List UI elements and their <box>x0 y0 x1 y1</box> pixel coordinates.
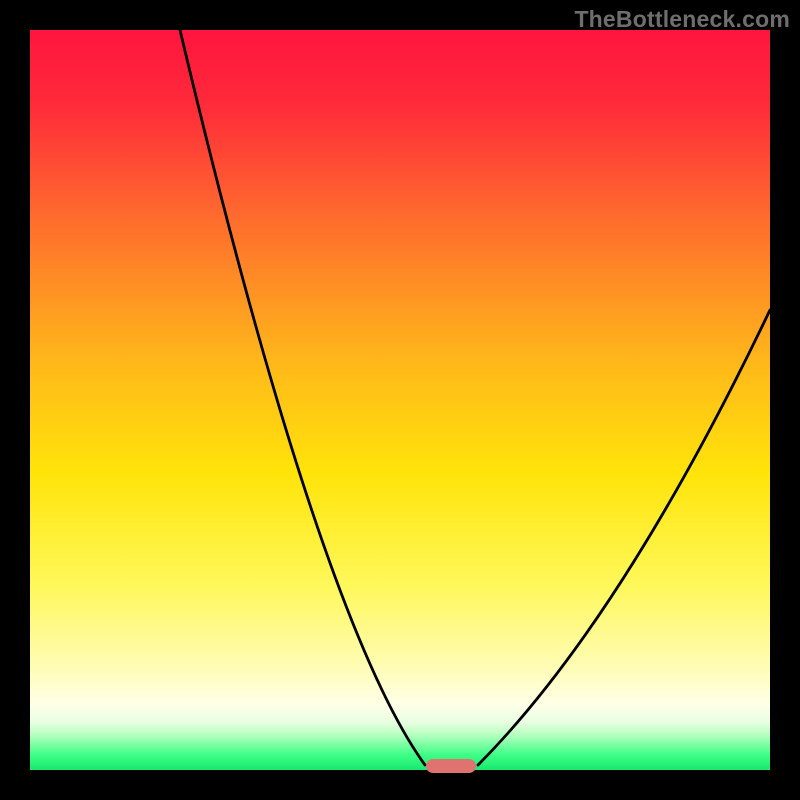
optimum-marker <box>426 759 476 773</box>
chart-stage: TheBottleneck.com <box>0 0 800 800</box>
watermark-text: TheBottleneck.com <box>574 6 790 33</box>
plot-background <box>30 30 770 770</box>
bottleneck-chart <box>0 0 800 800</box>
